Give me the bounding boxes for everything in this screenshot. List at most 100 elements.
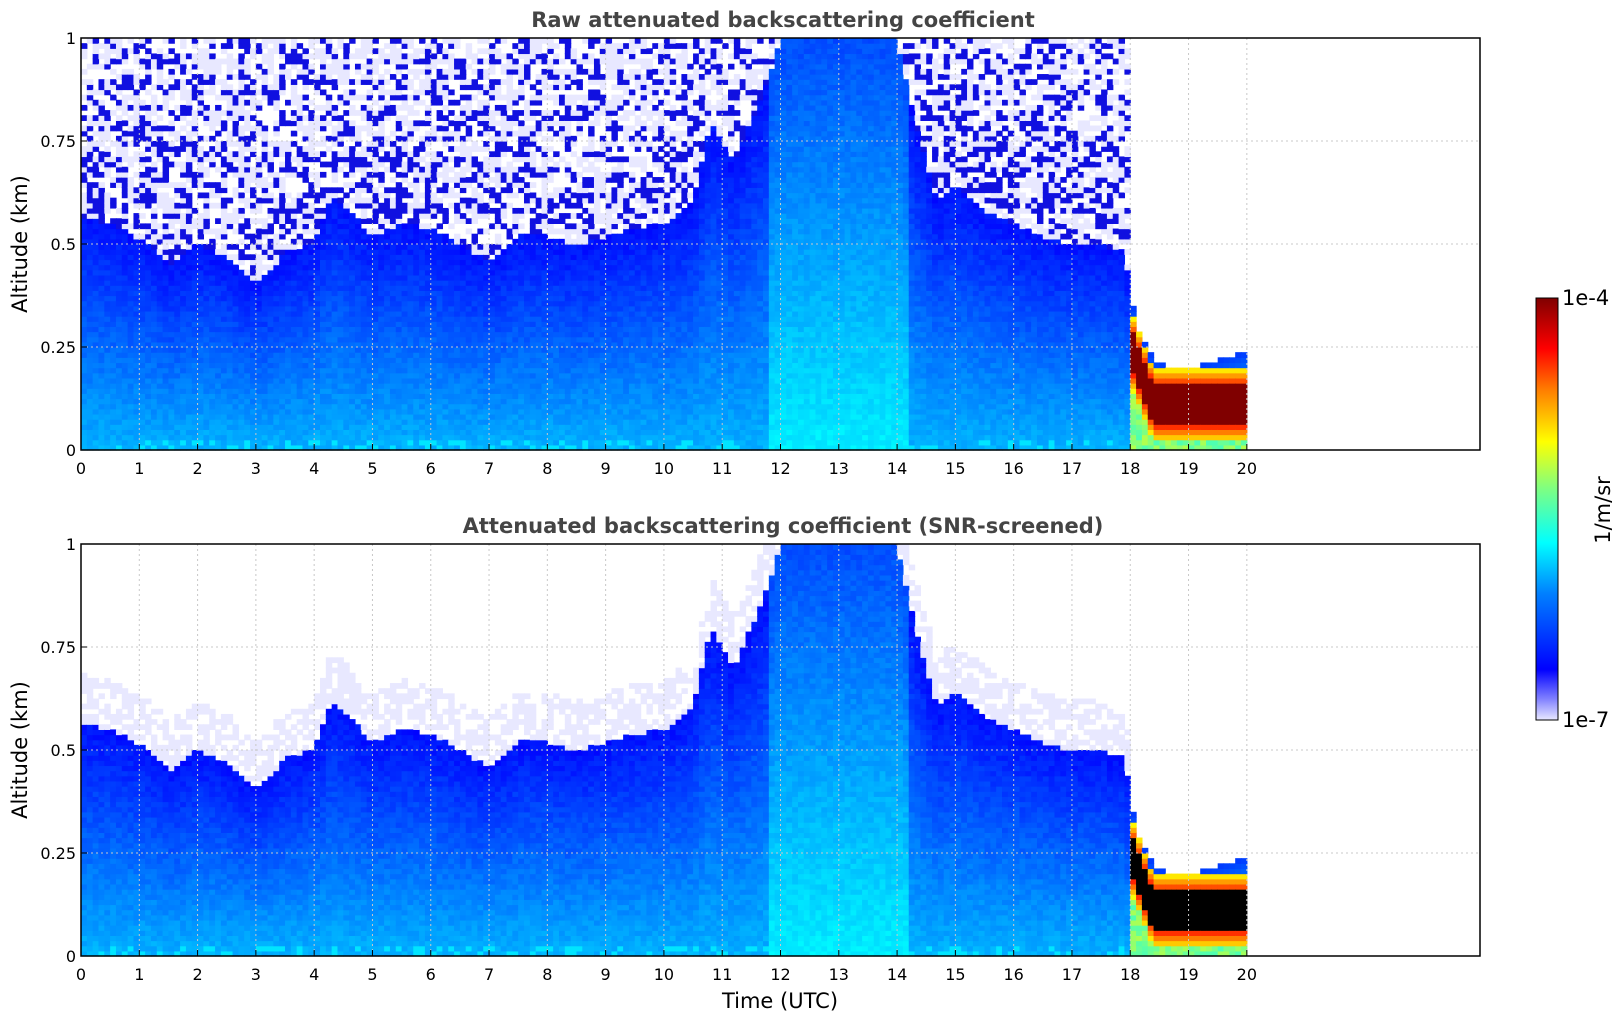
heatmap-cell xyxy=(384,388,391,394)
heatmap-cell xyxy=(471,316,478,322)
heatmap-cell xyxy=(162,316,170,322)
heatmap-cell xyxy=(459,429,467,436)
heatmap-cell xyxy=(209,79,216,85)
heatmap-cell xyxy=(489,413,496,420)
heatmap-cell xyxy=(413,367,420,374)
heatmap-cell xyxy=(150,285,158,291)
heatmap-cell xyxy=(349,434,356,441)
heatmap-cell xyxy=(238,192,245,199)
heatmap-cell xyxy=(133,264,140,271)
heatmap-cell xyxy=(384,249,391,255)
heatmap-cell xyxy=(512,295,519,302)
heatmap-cell xyxy=(174,367,181,374)
heatmap-cell xyxy=(372,439,379,446)
heatmap-cell xyxy=(127,362,135,369)
heatmap-cell xyxy=(145,110,152,116)
heatmap-cell xyxy=(337,434,344,441)
heatmap-cell xyxy=(139,58,146,65)
heatmap-cell xyxy=(244,444,251,451)
heatmap-cell xyxy=(255,218,263,224)
heatmap-cell xyxy=(366,377,374,384)
heatmap-cell xyxy=(395,393,403,400)
heatmap-cell xyxy=(238,362,245,369)
heatmap-cell xyxy=(115,166,123,173)
heatmap-cell xyxy=(255,274,263,281)
heatmap-cell xyxy=(150,151,158,158)
heatmap-cell xyxy=(121,207,129,214)
heatmap-cell xyxy=(483,398,490,405)
heatmap-cell xyxy=(454,295,461,302)
heatmap-cell xyxy=(372,393,379,400)
heatmap-cell xyxy=(454,362,461,369)
heatmap-cell xyxy=(98,104,105,111)
heatmap-cell xyxy=(325,197,333,204)
heatmap-cell xyxy=(203,115,210,121)
heatmap-cell xyxy=(494,357,502,364)
heatmap-cell xyxy=(302,357,309,364)
heatmap-cell xyxy=(454,403,461,410)
heatmap-cell xyxy=(121,331,129,338)
heatmap-cell xyxy=(226,74,234,80)
heatmap-cell xyxy=(168,336,175,343)
heatmap-cell xyxy=(500,372,508,379)
heatmap-cell xyxy=(454,99,461,106)
heatmap-cell xyxy=(459,336,467,343)
heatmap-cell xyxy=(331,336,339,343)
heatmap-cell xyxy=(454,38,461,44)
heatmap-cell xyxy=(197,403,205,410)
heatmap-cell xyxy=(209,125,216,132)
heatmap-cell xyxy=(343,213,350,219)
heatmap-cell xyxy=(98,326,105,333)
heatmap-cell xyxy=(389,53,397,60)
heatmap-cell xyxy=(494,388,502,394)
heatmap-cell xyxy=(419,146,426,152)
heatmap-cell xyxy=(180,94,187,101)
heatmap-cell xyxy=(250,377,257,384)
heatmap-cell xyxy=(145,48,152,55)
heatmap-cell xyxy=(442,187,449,194)
heatmap-cell xyxy=(261,146,269,152)
heatmap-cell xyxy=(162,53,170,60)
heatmap-cell xyxy=(349,135,356,142)
heatmap-cell xyxy=(127,285,135,291)
heatmap-cell xyxy=(81,207,88,214)
heatmap-cell xyxy=(209,295,216,302)
heatmap-cell xyxy=(302,388,309,394)
heatmap-cell xyxy=(454,58,461,65)
heatmap-cell xyxy=(296,146,304,152)
heatmap-cell xyxy=(209,228,216,235)
heatmap-cell xyxy=(180,347,187,353)
heatmap-cell xyxy=(203,38,210,44)
heatmap-cell xyxy=(483,377,490,384)
heatmap-cell xyxy=(302,295,309,302)
heatmap-cell xyxy=(343,74,350,80)
heatmap-cell xyxy=(285,321,292,327)
heatmap-cell xyxy=(232,403,239,410)
heatmap-cell xyxy=(366,146,374,152)
heatmap-cell xyxy=(349,316,356,322)
heatmap-cell xyxy=(419,367,426,374)
heatmap-cell xyxy=(86,269,94,276)
heatmap-cell xyxy=(372,48,379,55)
heatmap-cell xyxy=(191,269,199,276)
heatmap-cell xyxy=(180,295,187,302)
heatmap-cell xyxy=(314,104,321,111)
heatmap-cell xyxy=(372,357,379,364)
heatmap-cell xyxy=(180,367,187,374)
heatmap-cell xyxy=(145,326,152,333)
heatmap-cell xyxy=(156,357,164,364)
heatmap-cell xyxy=(226,403,234,410)
heatmap-cell xyxy=(407,135,414,142)
heatmap-cell xyxy=(168,305,175,312)
heatmap-cell xyxy=(203,377,210,384)
heatmap-cell xyxy=(366,197,374,204)
heatmap-cell xyxy=(319,115,327,121)
heatmap-cell xyxy=(197,74,205,80)
heatmap-cell xyxy=(372,408,379,415)
heatmap-cell xyxy=(512,177,519,183)
heatmap-cell xyxy=(98,141,105,147)
heatmap-cell xyxy=(290,156,298,163)
heatmap-cell xyxy=(290,120,298,127)
heatmap-cell xyxy=(285,99,292,106)
heatmap-cell xyxy=(174,53,181,60)
